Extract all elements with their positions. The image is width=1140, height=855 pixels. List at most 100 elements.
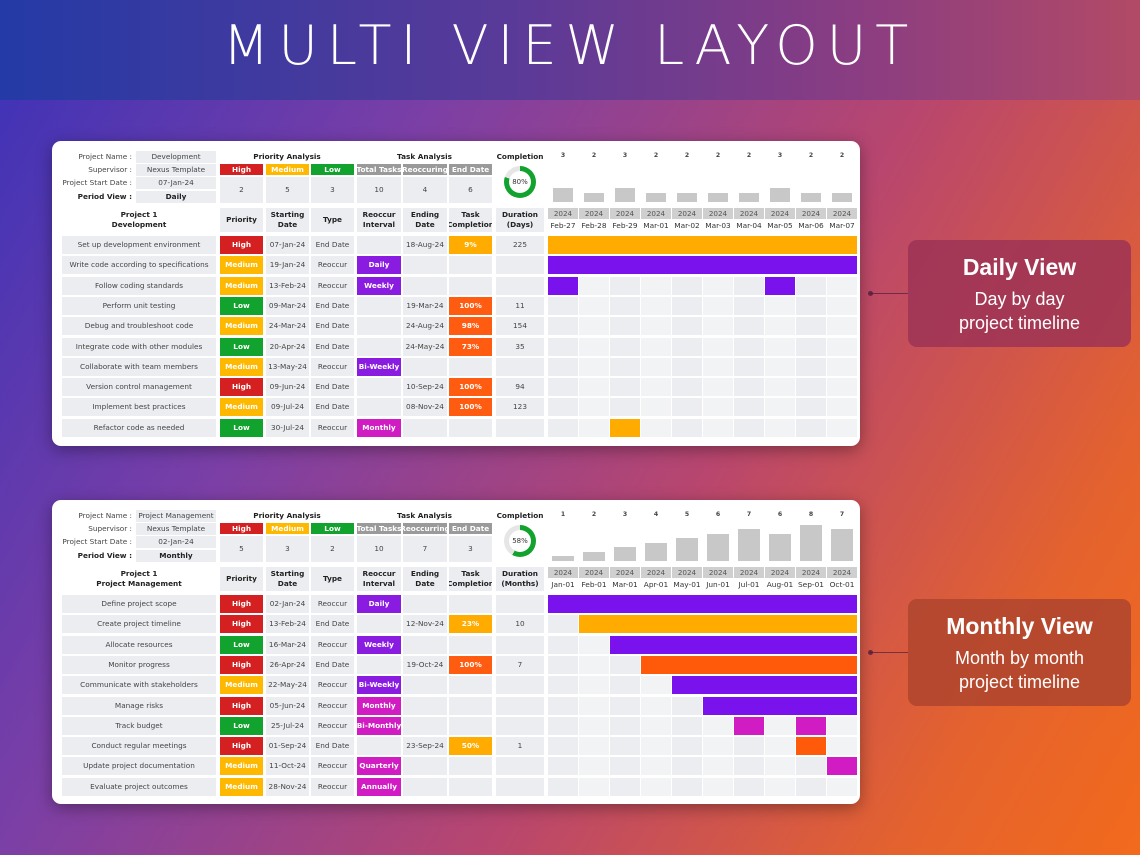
histogram-count: 2 [808,151,814,159]
type-value[interactable]: Reoccur [311,358,354,376]
priority-badge[interactable]: High [220,656,263,674]
type-value[interactable]: Reoccur [311,757,354,775]
priority-badge[interactable]: High [220,615,263,633]
priority-badge[interactable]: Medium [220,398,263,416]
start-date: 19-Jan-24 [266,256,309,274]
gantt-bar[interactable] [548,256,857,274]
priority-badge[interactable]: Medium [220,778,263,796]
priority-badge[interactable]: Medium [220,277,263,295]
period-view-value[interactable]: Daily [136,191,216,203]
type-value[interactable]: End Date [311,615,354,633]
priority-badge[interactable]: Low [220,297,263,315]
end-date [403,358,447,376]
period-view-value[interactable]: Monthly [136,550,216,562]
type-value[interactable]: Reoccur [311,697,354,715]
priority-badge[interactable]: Low [220,419,263,437]
reoccur-interval[interactable] [357,236,401,254]
gantt-cell [641,676,671,694]
reoccur-interval[interactable]: Bi-Weekly [357,358,401,376]
type-value[interactable]: Reoccur [311,717,354,735]
priority-badge[interactable]: Medium [220,256,263,274]
gantt-bar[interactable] [641,656,857,674]
reoccur-interval[interactable] [357,737,401,755]
type-value[interactable]: Reoccur [311,676,354,694]
reoccur-interval[interactable] [357,338,401,356]
gantt-bar[interactable] [796,717,826,735]
task-name: Follow coding standards [62,277,216,295]
callout-desc-line2: project timeline [958,313,1081,333]
high-count: 5 [220,536,263,562]
priority-badge[interactable]: Low [220,636,263,654]
reoccur-interval[interactable]: Annually [357,778,401,796]
gantt-bar[interactable] [703,697,857,715]
type-value[interactable]: Reoccur [311,256,354,274]
priority-badge[interactable]: Medium [220,317,263,335]
gantt-bar[interactable] [610,419,640,437]
priority-badge[interactable]: High [220,697,263,715]
type-value[interactable]: End Date [311,317,354,335]
gantt-cell [703,358,733,376]
gantt-cell [734,398,764,416]
gantt-cell [827,778,857,796]
gantt-bar[interactable] [548,595,857,613]
priority-badge[interactable]: High [220,737,263,755]
gantt-bar[interactable] [672,676,857,694]
gantt-cell [548,317,578,335]
reoccur-interval[interactable]: Bi-Weekly [357,676,401,694]
reoccurring-header: Reoccuring [403,164,447,175]
priority-badge[interactable]: Medium [220,358,263,376]
type-value[interactable]: Reoccur [311,636,354,654]
gantt-bar[interactable] [610,636,857,654]
type-value[interactable]: Reoccur [311,778,354,796]
reoccur-interval[interactable] [357,656,401,674]
type-value[interactable]: End Date [311,398,354,416]
gantt-bar[interactable] [796,737,826,755]
type-value[interactable]: Reoccur [311,595,354,613]
priority-badge[interactable]: Medium [220,676,263,694]
reoccur-interval[interactable]: Monthly [357,419,401,437]
reoccur-interval[interactable]: Monthly [357,697,401,715]
reoccur-interval[interactable] [357,297,401,315]
gantt-cell [672,757,702,775]
priority-badge[interactable]: High [220,236,263,254]
gantt-cell [734,297,764,315]
reoccur-interval[interactable]: Weekly [357,636,401,654]
type-value[interactable]: Reoccur [311,277,354,295]
gantt-bar[interactable] [827,757,857,775]
gantt-bar[interactable] [548,236,857,254]
type-value[interactable]: End Date [311,297,354,315]
task-name: Define project scope [62,595,216,613]
reoccur-interval[interactable] [357,398,401,416]
gantt-bar[interactable] [579,615,857,633]
duration-value [496,636,544,654]
timeline-year: 2024 [610,567,640,578]
type-value[interactable]: End Date [311,378,354,396]
priority-badge[interactable]: High [220,595,263,613]
reoccur-interval[interactable] [357,317,401,335]
type-value[interactable]: End Date [311,737,354,755]
priority-badge[interactable]: High [220,378,263,396]
gantt-cell [765,317,795,335]
project-header-line1: Project 1 [120,210,158,220]
reoccur-interval[interactable] [357,615,401,633]
reoccur-interval[interactable]: Daily [357,595,401,613]
reoccur-interval[interactable]: Daily [357,256,401,274]
reoccur-interval[interactable]: Bi-Monthly [357,717,401,735]
type-value[interactable]: Reoccur [311,419,354,437]
reoccur-interval[interactable] [357,378,401,396]
histogram-bar [615,188,635,202]
type-value[interactable]: End Date [311,656,354,674]
type-value[interactable]: End Date [311,236,354,254]
end-date [403,277,447,295]
gantt-bar[interactable] [765,277,795,295]
priority-badge[interactable]: Low [220,717,263,735]
priority-badge[interactable]: Low [220,338,263,356]
gantt-bar[interactable] [734,717,764,735]
gantt-cell [827,277,857,295]
priority-badge[interactable]: Medium [220,757,263,775]
type-value[interactable]: End Date [311,338,354,356]
gantt-bar[interactable] [548,277,578,295]
gantt-cell [827,398,857,416]
reoccur-interval[interactable]: Weekly [357,277,401,295]
reoccur-interval[interactable]: Quarterly [357,757,401,775]
